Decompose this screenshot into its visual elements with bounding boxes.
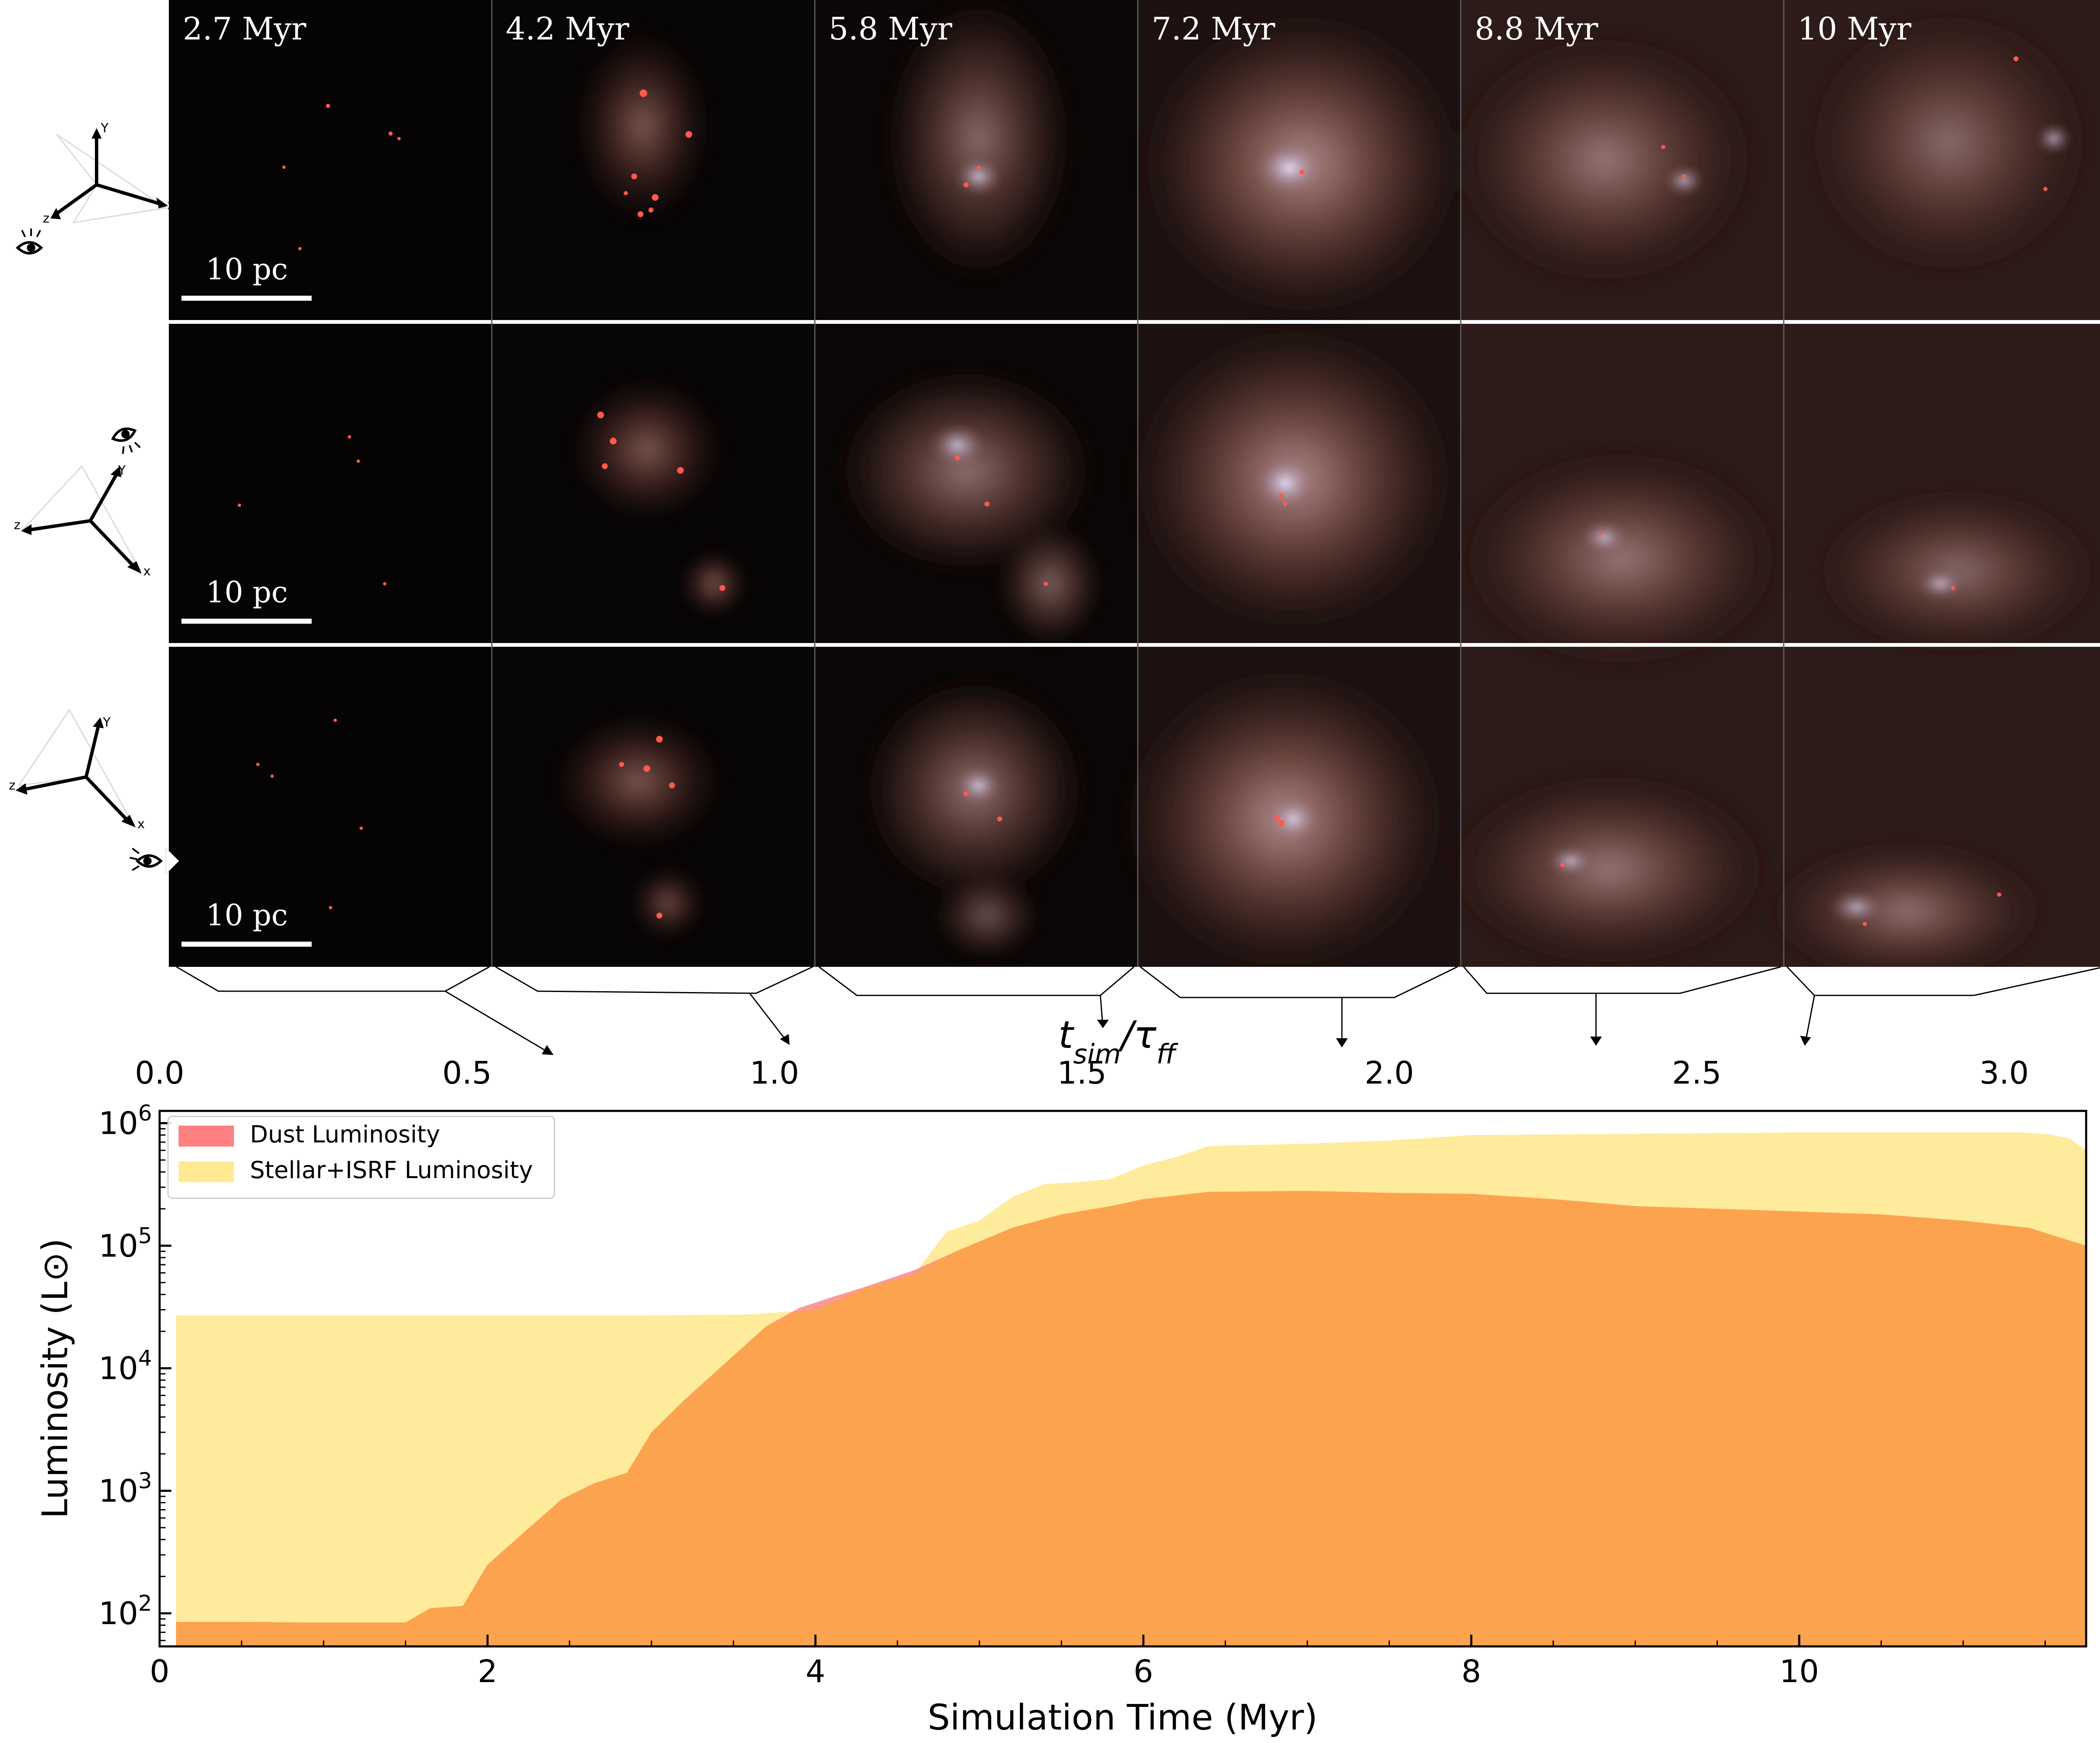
x-tick-label: 6 xyxy=(1134,1654,1153,1690)
top-axis-tick-label: 0.0 xyxy=(135,1055,184,1091)
orientation-gizmo-row-1: Y x z xyxy=(16,121,175,255)
time-label-2: 4.2 Myr xyxy=(506,11,630,47)
scale-bars: 10 pc 10 pc 10 pc xyxy=(181,252,312,947)
time-label-3: 5.8 Myr xyxy=(829,11,953,47)
gizmo-3-z-label: z xyxy=(9,778,16,793)
x-axis-title: Simulation Time (Myr) xyxy=(928,1697,1318,1738)
top-axis-tick-label: 3.0 xyxy=(1979,1055,2029,1091)
top-axis-ticks: 0.0 0.5 1.0 1.5 2.0 2.5 3.0 xyxy=(135,1055,2029,1091)
gizmo-3-y-label: Y xyxy=(102,715,111,730)
panel-time-labels: 2.7 Myr 4.2 Myr 5.8 Myr 7.2 Myr 8.8 Myr … xyxy=(183,11,1911,47)
top-axis-tick-label: 2.5 xyxy=(1672,1055,1722,1091)
gizmo-3-x-label: x xyxy=(137,817,145,832)
time-label-6: 10 Myr xyxy=(1798,11,1911,47)
x-tick-label: 4 xyxy=(806,1654,825,1690)
top-axis-tick-label: 0.5 xyxy=(442,1055,492,1091)
y-tick-label: 106 xyxy=(99,1101,152,1142)
scale-bar-row-3 xyxy=(181,942,312,947)
top-axis-label: tsim/τff xyxy=(1058,1013,1179,1070)
panel-grid xyxy=(169,0,2100,967)
gizmo-2-x-label: x xyxy=(143,564,151,579)
gizmo-1-x-label: x xyxy=(167,198,175,213)
time-label-4: 7.2 Myr xyxy=(1152,11,1276,47)
top-axis-tick-label: 1.0 xyxy=(750,1055,799,1091)
eye-icon xyxy=(111,427,141,454)
top-axis-tick-label: 1.5 xyxy=(1057,1055,1107,1091)
scale-bar-label-row-3: 10 pc xyxy=(206,898,288,932)
overlap-area xyxy=(176,1191,2086,1646)
y-tick-label: 105 xyxy=(99,1223,152,1264)
time-label-5: 8.8 Myr xyxy=(1475,11,1599,47)
x-tick-label: 2 xyxy=(478,1654,497,1690)
x-tick-label: 0 xyxy=(150,1654,169,1690)
top-axis: tsim/τff 0.0 0.5 1.0 1.5 2.0 2.5 3.0 xyxy=(135,1013,2029,1091)
gizmo-1-z-label: z xyxy=(43,211,50,226)
time-connectors xyxy=(176,966,2100,1053)
gizmo-1-y-label: Y xyxy=(100,121,109,136)
legend-swatch-stellar xyxy=(178,1161,234,1182)
plot-frame xyxy=(158,1110,2087,1648)
top-axis-tick-label: 2.0 xyxy=(1365,1055,1414,1091)
orientation-gizmo-row-2: Y x z xyxy=(14,427,151,579)
y-tick-label: 104 xyxy=(99,1346,152,1387)
scale-bar-row-2 xyxy=(181,619,312,624)
y-tick-label: 103 xyxy=(99,1468,152,1509)
legend-label-dust: Dust Luminosity xyxy=(250,1121,440,1148)
scale-bar-label-row-2: 10 pc xyxy=(206,575,288,609)
legend-box xyxy=(167,1116,555,1199)
x-tick-label: 10 xyxy=(1780,1654,1819,1690)
star-dots xyxy=(238,56,2048,926)
eye-icon xyxy=(16,228,43,255)
gizmo-2-y-label: Y xyxy=(118,463,126,478)
scale-bar-label-row-1: 10 pc xyxy=(206,252,288,286)
panel-separators xyxy=(169,0,2100,967)
eye-icon xyxy=(129,847,179,875)
legend-swatch-dust xyxy=(178,1126,234,1147)
scale-bar-row-1 xyxy=(181,296,312,301)
legend-label-stellar: Stellar+ISRF Luminosity xyxy=(250,1157,533,1184)
gizmo-2-z-label: z xyxy=(14,518,21,533)
orientation-gizmo-row-3: Y x z xyxy=(9,709,179,875)
luminosity-chart: 0 2 4 6 8 10 102 103 104 105 106 Simulation Time … xyxy=(34,1101,2087,1738)
y-tick-label: 102 xyxy=(99,1591,152,1632)
y-axis-title: Luminosity (L⊙) xyxy=(34,1238,76,1519)
time-label-1: 2.7 Myr xyxy=(183,11,307,47)
x-tick-label: 8 xyxy=(1462,1654,1481,1690)
time-connector-arrowheads xyxy=(542,1020,1811,1055)
y-axis-ticks: 102 103 104 105 106 xyxy=(99,1101,171,1641)
legend: Dust Luminosity Stellar+ISRF Luminosity xyxy=(167,1116,555,1199)
